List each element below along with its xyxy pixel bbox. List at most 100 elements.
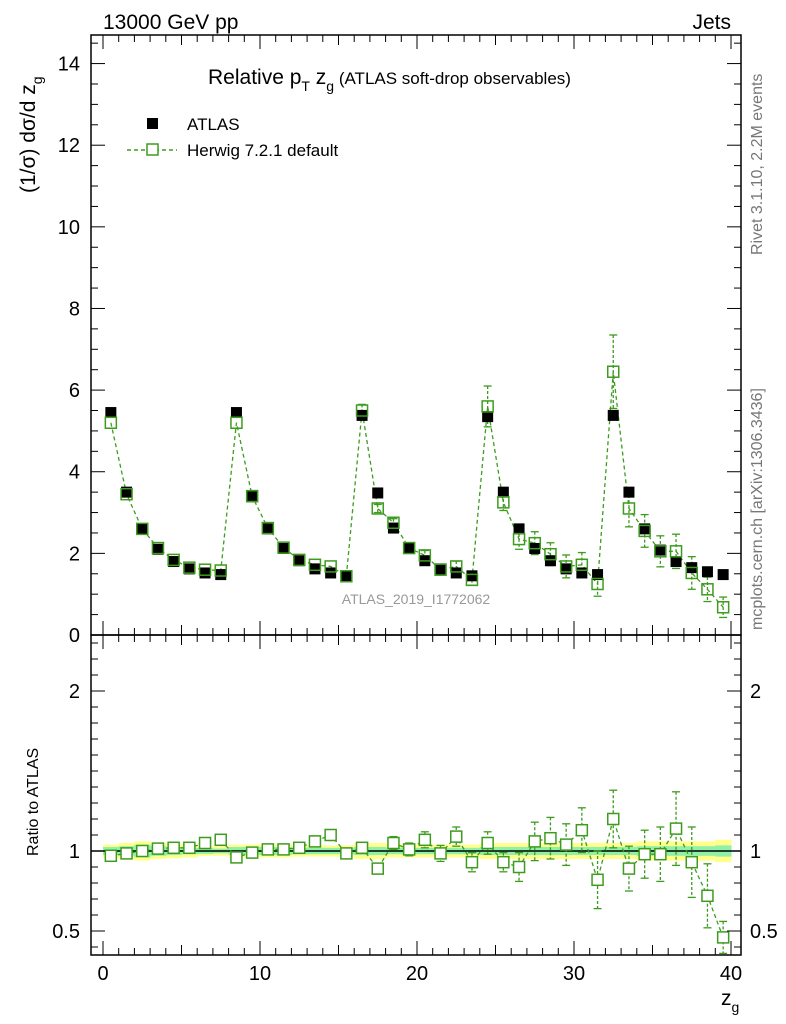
ratio-point (481, 836, 494, 850)
atlas-point (654, 544, 666, 556)
herwig-point (245, 489, 259, 503)
atlas-point (544, 555, 556, 567)
ratio-point (230, 851, 243, 864)
ratio-point (575, 823, 589, 837)
herwig-point (669, 545, 683, 558)
herwig-point (544, 547, 557, 561)
ratio-tick-label-right: 0.5 (750, 921, 778, 943)
x-tick-label: 0 (97, 963, 108, 985)
ratio-point (261, 843, 275, 856)
x-tick-label: 20 (406, 963, 428, 985)
herwig-point (622, 502, 636, 515)
herwig-connecting-line (110, 371, 724, 608)
herwig-point (591, 577, 604, 591)
atlas-point (482, 411, 494, 423)
ratio-point (591, 873, 604, 887)
y-tick-label: 14 (58, 54, 80, 76)
ratio-tick-label-right: 1 (750, 841, 761, 863)
legend-herwig-label: Herwig 7.2.1 default (187, 141, 338, 160)
atlas-point (152, 543, 164, 555)
ratio-point (716, 931, 730, 944)
ratio-point (324, 828, 337, 842)
herwig-point (324, 560, 337, 573)
herwig-point (701, 583, 714, 596)
main-y-ticks: 0 2 4 6 8 10 12 14 (58, 42, 741, 647)
herwig-point (261, 521, 275, 535)
ratio-tick-label-left: 0.5 (52, 921, 80, 943)
ratio-x-ticks (102, 635, 732, 955)
atlas-point (466, 570, 478, 582)
herwig-point (355, 404, 369, 417)
herwig-point (559, 560, 573, 573)
herwig-point (167, 553, 180, 567)
ratio-point (340, 847, 353, 860)
herwig-point (434, 563, 447, 576)
y-tick-label: 10 (58, 217, 80, 239)
atlas-point (136, 523, 148, 535)
ratio-point (418, 833, 432, 847)
x-axis-label: zg (721, 987, 739, 1015)
ratio-point (654, 847, 667, 861)
herwig-point (104, 416, 118, 430)
ratio-point (371, 862, 384, 875)
x-tick-labels: 0 10 20 30 40 (97, 963, 742, 985)
herwig-point (638, 524, 651, 538)
herwig-point (402, 541, 416, 555)
atlas-point (121, 486, 133, 498)
herwig-point (371, 502, 384, 515)
herwig-point (308, 558, 322, 572)
ratio-tick-label-left: 2 (69, 681, 80, 703)
legend: ATLAS Herwig 7.2.1 default (127, 115, 338, 160)
ratio-point (277, 843, 290, 856)
ratio-point (497, 855, 510, 869)
atlas-point (230, 407, 242, 419)
x-tick-label: 40 (720, 963, 742, 985)
ratio-error-bars (326, 789, 728, 955)
herwig-point (340, 569, 353, 583)
ratio-connecting-line (110, 816, 724, 938)
atlas-point (560, 563, 572, 575)
herwig-point (293, 553, 306, 567)
ratio-point (512, 860, 526, 874)
atlas-point (293, 555, 305, 567)
atlas-point (168, 556, 180, 568)
ratio-point (434, 847, 447, 860)
herwig-point (528, 536, 541, 550)
plot-title: Relative pT zg (ATLAS soft-drop observab… (208, 66, 571, 94)
atlas-point (403, 542, 415, 554)
y-tick-label: 0 (69, 625, 80, 647)
y-axis-label: (1/σ) dσ/d zg (17, 76, 45, 193)
herwig-point (136, 522, 149, 536)
herwig-point (418, 549, 432, 562)
atlas-points (105, 407, 729, 582)
herwig-point (654, 545, 667, 558)
atlas-point (246, 489, 258, 501)
atlas-point (215, 569, 227, 581)
main-x-ticks (102, 35, 732, 635)
y-tick-label: 12 (58, 135, 80, 157)
atlas-point (340, 570, 352, 582)
y-tick-label: 8 (69, 298, 80, 320)
herwig-points (104, 365, 730, 614)
ratio-point (183, 841, 196, 855)
atlas-point (199, 567, 211, 579)
main-panel: 0 2 4 6 8 10 12 14 Relative pT zg (ATLAS soft-d… (17, 34, 742, 647)
ratio-point (198, 836, 212, 850)
ratio-point (387, 836, 400, 850)
header-left: 13000 GeV pp (103, 11, 238, 34)
y-tick-label: 4 (69, 462, 80, 484)
atlas-point (497, 486, 509, 498)
ratio-point (528, 835, 541, 848)
herwig-point (481, 400, 494, 413)
herwig-point (120, 487, 133, 501)
header-right: Jets (692, 11, 731, 34)
ratio-point (402, 843, 416, 856)
atlas-point (309, 563, 321, 575)
ratio-points (104, 812, 730, 944)
herwig-point (512, 532, 526, 546)
atlas-point (607, 409, 619, 421)
atlas-point (670, 556, 682, 568)
herwig-point (497, 496, 510, 509)
ratio-point (104, 849, 118, 863)
